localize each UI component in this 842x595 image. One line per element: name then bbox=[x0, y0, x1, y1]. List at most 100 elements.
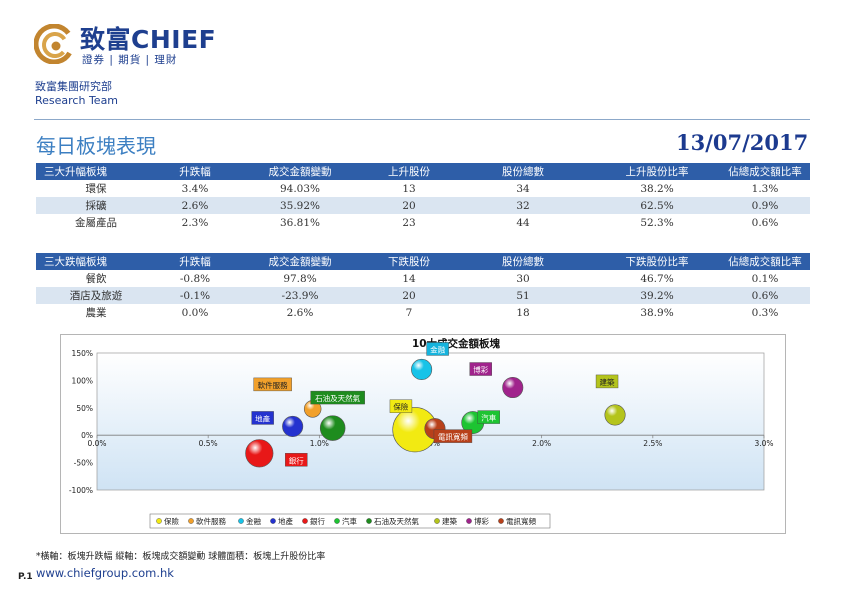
legend-swatch bbox=[466, 518, 472, 524]
legend-swatch bbox=[188, 518, 194, 524]
brand-name: 致富CHIEF bbox=[80, 25, 217, 54]
legend-item-電訊寬頻: 電訊寬頻 bbox=[506, 516, 536, 526]
top-gainers-table: 三大升幅板塊 升跌幅 成交金額變動 上升股份 股份總數 上升股份比率 佔總成交額… bbox=[36, 163, 810, 231]
cell: 38.9% bbox=[640, 306, 674, 319]
legend-swatch bbox=[366, 518, 372, 524]
bubble-金融 bbox=[411, 358, 433, 380]
legend-item-軟件服務: 軟件服務 bbox=[196, 516, 226, 526]
y-tick-label: 100% bbox=[72, 376, 93, 385]
cell: 0.9% bbox=[720, 197, 810, 214]
bubble-label-box bbox=[310, 390, 365, 405]
legend-swatch bbox=[334, 518, 340, 524]
bubble-銀行 bbox=[245, 439, 274, 468]
legend-item-地產: 地產 bbox=[278, 516, 293, 526]
legend-box bbox=[149, 513, 551, 529]
table-header-row: 三大升幅板塊 升跌幅 成交金額變動 上升股份 股份總數 上升股份比率 佔總成交額… bbox=[36, 163, 810, 180]
cell: 46.7% bbox=[640, 272, 674, 285]
company-logo-icon bbox=[34, 24, 74, 64]
header-falling-stocks: 下跌股份 bbox=[366, 253, 452, 270]
cell: 30 bbox=[516, 272, 530, 285]
cell: 23 bbox=[402, 216, 416, 229]
report-date: 13/07/2017 bbox=[676, 130, 809, 155]
cell: 0.6% bbox=[720, 287, 810, 304]
cell: 2.6% bbox=[156, 197, 234, 214]
cell: -0.1% bbox=[156, 287, 234, 304]
cell: 1.3% bbox=[751, 182, 779, 195]
cell: 0.1% bbox=[751, 272, 779, 285]
cell: 38.2% bbox=[640, 182, 674, 195]
header-sector: 三大升幅板塊 bbox=[36, 163, 156, 180]
chart-title: 10大成交金額板塊 bbox=[412, 337, 501, 350]
bubble-地產 bbox=[282, 415, 304, 437]
bubble-石油及天然氣 bbox=[319, 415, 346, 441]
legend-item-汽車: 汽車 bbox=[342, 516, 357, 526]
bubble-label-box bbox=[433, 429, 473, 443]
cell: -23.9% bbox=[234, 287, 366, 304]
cell: 2.3% bbox=[181, 216, 209, 229]
x-tick-label: 2.5% bbox=[643, 439, 662, 448]
x-tick-label: 0.0% bbox=[87, 439, 106, 448]
legend-item-建築: 建築 bbox=[442, 516, 457, 526]
bubble-label-地產: 地產 bbox=[255, 413, 270, 423]
y-tick-label: 150% bbox=[72, 349, 93, 358]
table-row: 農業 0.0% 2.6% 7 18 38.9% 0.3% bbox=[36, 304, 810, 321]
cell: 20 bbox=[366, 197, 452, 214]
table-row: 餐飲 -0.8% 97.8% 14 30 46.7% 0.1% bbox=[36, 270, 810, 287]
legend-swatch bbox=[302, 518, 308, 524]
bubble-chart: 10大成交金額板塊 150% 100% 50% 0% -50% -100% 0.0% 0.5… bbox=[69, 337, 774, 529]
header-total-stocks: 股份總數 bbox=[452, 253, 594, 270]
cell: 62.5% bbox=[594, 197, 720, 214]
legend-swatch bbox=[238, 518, 244, 524]
cell: 51 bbox=[452, 287, 594, 304]
x-tick-label: 0.5% bbox=[199, 439, 218, 448]
cell: 酒店及旅遊 bbox=[36, 287, 156, 304]
y-tick-label: 0% bbox=[81, 431, 93, 440]
website-link[interactable]: www.chiefgroup.com.hk bbox=[36, 566, 174, 580]
bubble-label-建築: 建築 bbox=[600, 377, 615, 387]
cell: 7 bbox=[405, 306, 413, 319]
bubble-label-box bbox=[469, 362, 492, 376]
cell: 35.92% bbox=[234, 197, 366, 214]
top-losers-table: 三大跌幅板塊 升跌幅 成交金額變動 下跌股份 股份總數 下跌股份比率 佔總成交額… bbox=[36, 253, 810, 321]
header-sector: 三大跌幅板塊 bbox=[36, 253, 156, 270]
chart-legend: 保險 軟件服務 金融 地產 銀行 汽車 石油及天然氣 建築 博彩 電訊寬頻 bbox=[149, 513, 551, 529]
cell: 36.81% bbox=[279, 216, 321, 229]
cell: 餐飲 bbox=[85, 273, 107, 285]
x-tick-label: 1.0% bbox=[310, 439, 329, 448]
header-change: 升跌幅 bbox=[156, 253, 234, 270]
cell: 18 bbox=[516, 306, 530, 319]
header-turnover-share: 佔總成交額比率 bbox=[720, 163, 810, 180]
department-cn: 致富集團研究部 bbox=[35, 80, 112, 93]
cell: 採礦 bbox=[36, 197, 156, 214]
legend-swatch bbox=[156, 518, 162, 524]
legend-item-金融: 金融 bbox=[246, 516, 261, 526]
bubble-label-汽車: 汽車 bbox=[481, 413, 496, 423]
bubble-label-box bbox=[253, 377, 292, 392]
bubble-label-軟件服務: 軟件服務 bbox=[258, 380, 288, 390]
cell: 32 bbox=[452, 197, 594, 214]
bubble-label-博彩: 博彩 bbox=[473, 365, 488, 375]
legend-swatch bbox=[498, 518, 504, 524]
cell: 0.6% bbox=[751, 216, 779, 229]
cell: 2.6% bbox=[286, 306, 314, 319]
table-header-row: 三大跌幅板塊 升跌幅 成交金額變動 下跌股份 股份總數 下跌股份比率 佔總成交額… bbox=[36, 253, 810, 270]
brand-tagline: 證券 | 期貨 | 理財 bbox=[82, 54, 178, 66]
header-change: 升跌幅 bbox=[156, 163, 234, 180]
cell: 34 bbox=[516, 182, 530, 195]
header-rising-ratio: 上升股份比率 bbox=[594, 163, 720, 180]
bubble-label-保險: 保險 bbox=[393, 402, 408, 412]
y-tick-label: 50% bbox=[76, 404, 93, 413]
table-row: 採礦 2.6% 35.92% 20 32 62.5% 0.9% bbox=[36, 197, 810, 214]
legend-item-保險: 保險 bbox=[164, 516, 179, 526]
cell: 39.2% bbox=[594, 287, 720, 304]
header-total-stocks: 股份總數 bbox=[452, 163, 594, 180]
page-title: 每日板塊表現 bbox=[36, 134, 156, 158]
header-rising-stocks: 上升股份 bbox=[366, 163, 452, 180]
legend-item-石油及天然氣: 石油及天然氣 bbox=[374, 516, 419, 526]
bubble-label-box bbox=[426, 342, 449, 356]
cell: 20 bbox=[366, 287, 452, 304]
table-row: 金屬產品 2.3% 36.81% 23 44 52.3% 0.6% bbox=[36, 214, 810, 231]
cell: 13 bbox=[402, 182, 416, 195]
bubble-label-box bbox=[251, 411, 274, 425]
